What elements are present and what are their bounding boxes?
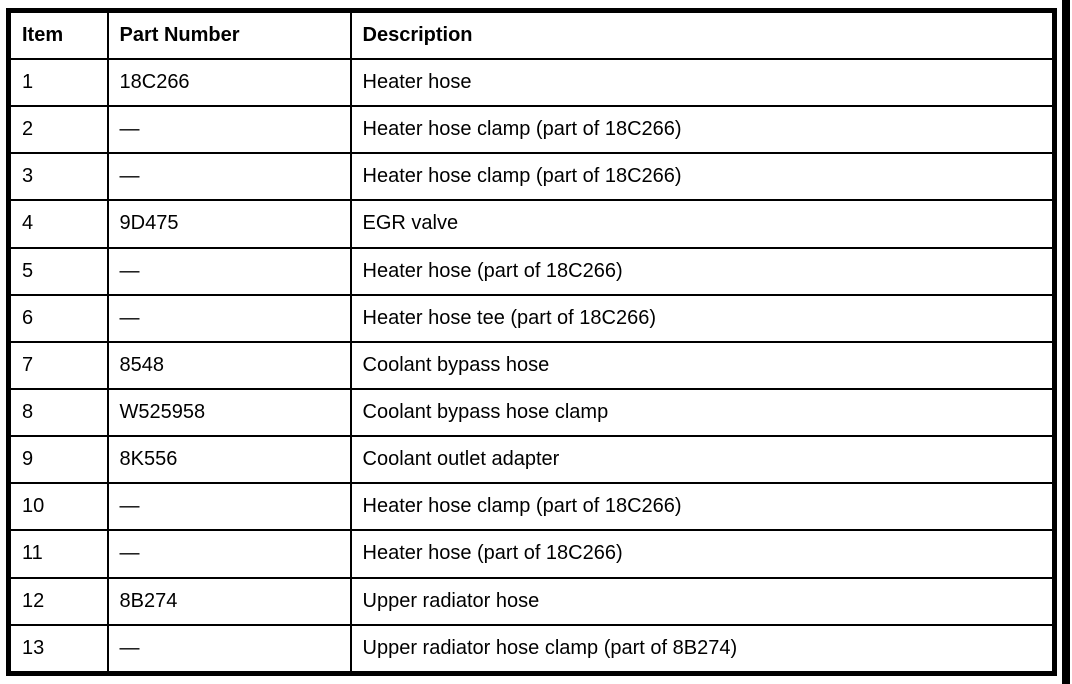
cell-description: Upper radiator hose clamp (part of 8B274… — [349, 623, 1056, 675]
cell-part-number: — — [106, 105, 352, 155]
cell-description: Heater hose (part of 18C266) — [349, 529, 1056, 579]
cell-description: EGR valve — [349, 199, 1056, 249]
table-row: 12 8B274 Upper radiator hose — [7, 576, 1056, 626]
cell-part-number: 8K556 — [106, 435, 352, 485]
cell-item: 12 — [7, 576, 109, 626]
table-row: 11— Heater hose (part of 18C266) — [7, 529, 1056, 579]
cell-item: 13 — [7, 623, 109, 675]
cell-description: Upper radiator hose — [349, 576, 1056, 626]
cell-item: 3 — [7, 152, 109, 202]
cell-part-number: — — [106, 482, 352, 532]
column-header-description: Description — [349, 9, 1056, 60]
cell-description: Heater hose (part of 18C266) — [349, 246, 1056, 296]
cell-description: Heater hose clamp (part of 18C266) — [349, 105, 1056, 155]
cell-description: Coolant bypass hose — [349, 340, 1056, 390]
cell-description: Heater hose clamp (part of 18C266) — [349, 152, 1056, 202]
table-row: 8 W525958 Coolant bypass hose clamp — [7, 387, 1056, 438]
cell-description: Heater hose clamp (part of 18C266) — [349, 482, 1056, 532]
cell-part-number: — — [106, 246, 352, 296]
cell-item: 6 — [7, 293, 109, 343]
cell-item: 4 — [7, 199, 109, 249]
table-row: 1 18C266 Heater hose — [7, 57, 1056, 108]
cell-part-number: — — [106, 623, 352, 675]
cell-item: 1 — [7, 57, 109, 108]
table-row: 6— Heater hose tee (part of 18C266) — [7, 293, 1056, 343]
table-row: 4 9D475 EGR valve — [7, 199, 1056, 249]
cell-part-number: 18C266 — [106, 57, 352, 108]
cell-part-number: — — [106, 293, 352, 343]
cell-item: 2 — [7, 105, 109, 155]
table-row: 5— Heater hose (part of 18C266) — [7, 246, 1056, 296]
table-row: 7 8548 Coolant bypass hose — [7, 340, 1056, 390]
cell-item: 8 — [7, 387, 109, 438]
cell-description: Heater hose tee (part of 18C266) — [349, 293, 1056, 343]
cell-part-number: W525958 — [106, 387, 352, 438]
cell-description: Coolant outlet adapter — [349, 435, 1056, 485]
cell-description: Coolant bypass hose clamp — [349, 387, 1056, 438]
table-header-row: Item Part Number Description — [7, 9, 1056, 60]
cell-description: Heater hose — [349, 57, 1056, 108]
table-row: 9 8K556 Coolant outlet adapter — [7, 435, 1056, 485]
table-body: 1 18C266 Heater hose 2— Heater hose clamp (p… — [7, 57, 1056, 675]
table-row: 10— Heater hose clamp (part of 18C266) — [7, 482, 1056, 532]
cell-part-number: 9D475 — [106, 199, 352, 249]
cell-item: 5 — [7, 246, 109, 296]
table-row: 13— Upper radiator hose clamp (part of 8B… — [7, 623, 1056, 675]
cell-part-number: — — [106, 152, 352, 202]
column-header-part-number: Part Number — [106, 9, 352, 60]
cell-item: 10 — [7, 482, 109, 532]
cell-item: 11 — [7, 529, 109, 579]
page-edge-bar — [1062, 0, 1070, 684]
cell-item: 7 — [7, 340, 109, 390]
cell-item: 9 — [7, 435, 109, 485]
parts-table: Item Part Number Description 1 18C266 Heat… — [6, 8, 1057, 676]
table-row: 3— Heater hose clamp (part of 18C266) — [7, 152, 1056, 202]
cell-part-number: — — [106, 529, 352, 579]
column-header-item: Item — [7, 9, 109, 60]
cell-part-number: 8548 — [106, 340, 352, 390]
cell-part-number: 8B274 — [106, 576, 352, 626]
table-row: 2— Heater hose clamp (part of 18C266) — [7, 105, 1056, 155]
